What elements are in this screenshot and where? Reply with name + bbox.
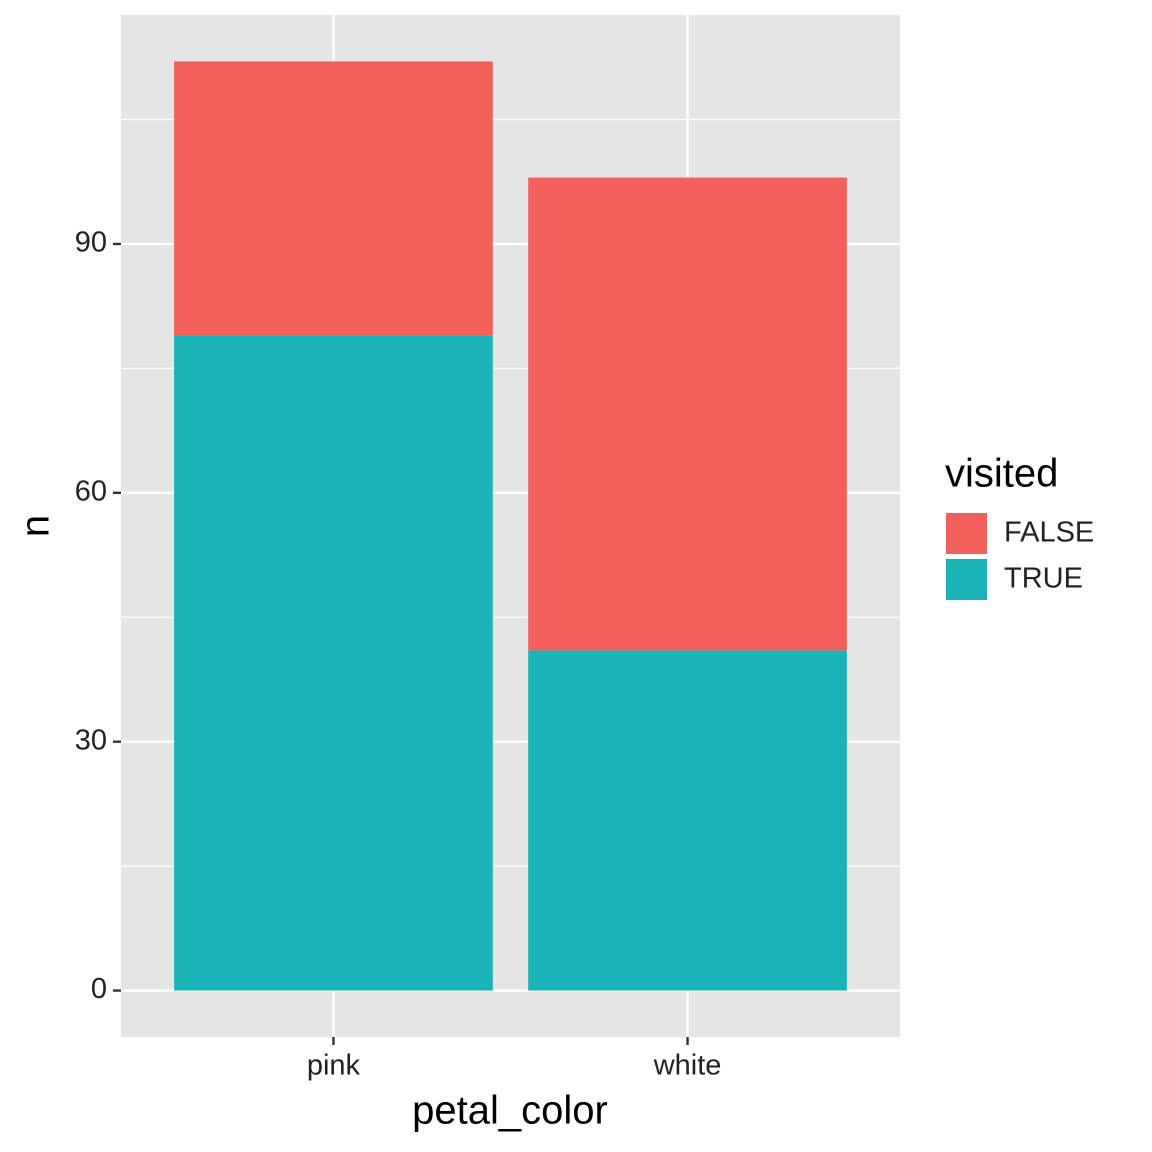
legend-key: [944, 511, 989, 556]
y-axis-title: n: [14, 515, 58, 537]
bar-segment: [528, 177, 847, 651]
bars: [174, 61, 847, 991]
y-tick-label: 30: [75, 724, 107, 756]
y-tick-label: 0: [91, 973, 107, 1005]
bar-segment: [174, 61, 493, 336]
x-tick-label: white: [653, 1050, 722, 1082]
legend-label: TRUE: [1004, 563, 1083, 595]
y-tick-label: 60: [75, 475, 107, 507]
legend-key: [944, 557, 989, 602]
legend-label: FALSE: [1004, 517, 1094, 549]
x-axis-title: petal_color: [412, 1089, 608, 1133]
y-tick-label: 90: [75, 227, 107, 259]
x-tick-label: pink: [307, 1050, 361, 1082]
bar-segment: [174, 335, 493, 991]
legend-title: visited: [945, 452, 1058, 496]
bar-segment: [528, 650, 847, 991]
